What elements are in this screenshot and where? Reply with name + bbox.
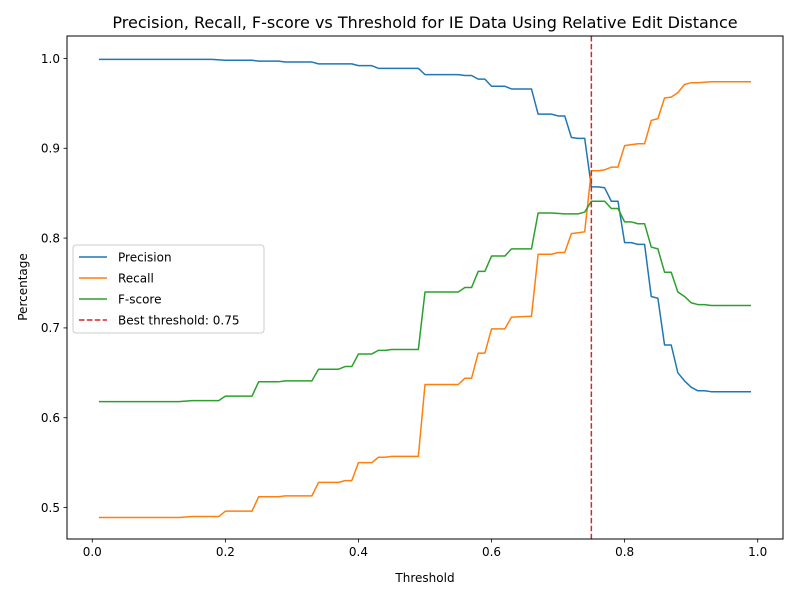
chart-title: Precision, Recall, F-score vs Threshold …: [112, 13, 737, 32]
legend-label-recall: Recall: [118, 271, 154, 285]
y-axis-label: Percentage: [16, 253, 30, 321]
y-tick-label: 1.0: [41, 52, 60, 66]
x-axis-label: Threshold: [394, 571, 454, 585]
y-axis: 0.5 0.6 0.7 0.8 0.9 1.0: [41, 52, 67, 515]
series-layer: [98, 58, 752, 519]
x-tick-label: 0.2: [216, 545, 235, 559]
x-tick-label: 0.8: [615, 545, 634, 559]
legend-label-f-score: F-score: [118, 292, 161, 306]
x-tick-label: 1.0: [748, 545, 767, 559]
legend-label-best-threshold-0-75: Best threshold: 0.75: [118, 313, 239, 327]
plot-frame: [66, 35, 784, 540]
legend-box: [72, 244, 265, 334]
y-tick-label: 0.7: [41, 321, 60, 335]
legend-label-precision: Precision: [118, 250, 172, 264]
x-tick-label: 0.6: [482, 545, 501, 559]
y-tick-label: 0.5: [41, 501, 60, 515]
series-line-precision: [98, 58, 752, 393]
series-line-recall: [98, 81, 752, 519]
legend: Precision Recall F-score Best threshold: 0.…: [72, 244, 265, 334]
x-axis: 0.0 0.2 0.4 0.6 0.8 1.0: [83, 539, 767, 559]
y-tick-label: 0.9: [41, 142, 60, 156]
y-tick-label: 0.8: [41, 231, 60, 245]
x-tick-label: 0.0: [83, 545, 102, 559]
y-tick-label: 0.6: [41, 411, 60, 425]
series-line-f-score: [98, 200, 752, 403]
x-tick-label: 0.4: [349, 545, 368, 559]
